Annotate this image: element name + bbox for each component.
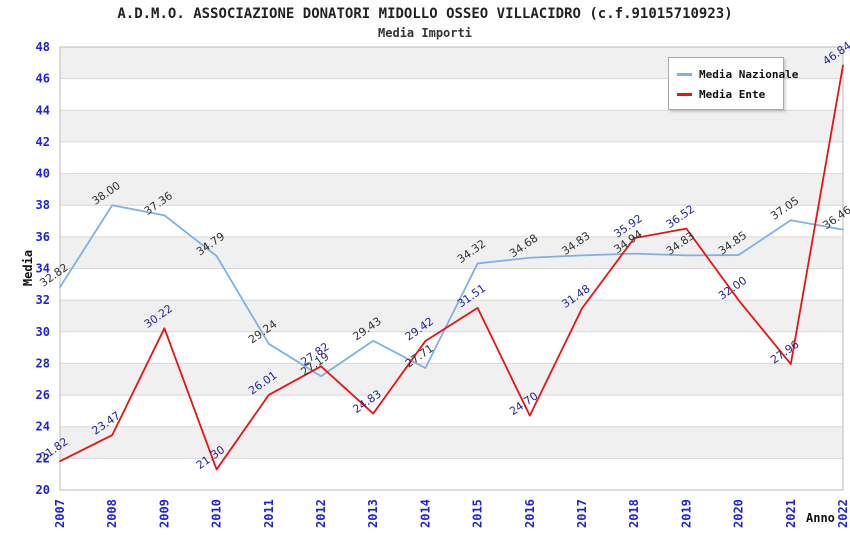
svg-text:2020: 2020: [732, 499, 746, 528]
svg-text:2010: 2010: [210, 499, 224, 528]
media-ente-line-swatch-icon: [677, 92, 692, 96]
x-axis-title: Anno: [806, 511, 835, 525]
svg-text:2018: 2018: [627, 499, 641, 528]
svg-text:2019: 2019: [679, 499, 693, 528]
svg-text:48: 48: [36, 40, 50, 54]
svg-text:2014: 2014: [418, 499, 432, 528]
svg-text:46: 46: [36, 72, 50, 86]
svg-text:38: 38: [36, 198, 50, 212]
legend: Media Nazionale Media Ente: [668, 57, 798, 110]
svg-text:2009: 2009: [157, 499, 171, 528]
svg-text:40: 40: [36, 167, 50, 181]
svg-text:30: 30: [36, 325, 50, 339]
svg-text:44: 44: [36, 103, 50, 117]
y-axis-title: Media: [21, 249, 35, 287]
svg-text:2012: 2012: [314, 499, 328, 528]
svg-text:28: 28: [36, 356, 50, 370]
legend-item-media-nazionale: Media Nazionale: [677, 64, 798, 84]
svg-text:2008: 2008: [105, 499, 119, 528]
svg-text:2013: 2013: [366, 499, 380, 528]
svg-text:2016: 2016: [523, 499, 537, 528]
svg-text:42: 42: [36, 135, 50, 149]
svg-text:2015: 2015: [471, 499, 485, 528]
svg-text:2007: 2007: [53, 499, 67, 528]
svg-text:24: 24: [36, 420, 50, 434]
svg-text:34: 34: [36, 262, 50, 276]
legend-label-media-ente: Media Ente: [699, 87, 766, 101]
legend-item-media-ente: Media Ente: [677, 84, 775, 104]
svg-text:2021: 2021: [784, 499, 798, 528]
svg-text:36: 36: [36, 230, 50, 244]
legend-label-media-nazionale: Media Nazionale: [699, 67, 799, 81]
svg-text:2011: 2011: [262, 499, 276, 528]
svg-text:22: 22: [36, 451, 50, 465]
chart-subtitle: Media Importi: [378, 26, 472, 40]
svg-text:32: 32: [36, 293, 50, 307]
chart-title: A.D.M.O. ASSOCIAZIONE DONATORI MIDOLLO O…: [117, 6, 733, 22]
svg-text:26: 26: [36, 388, 50, 402]
media-nazionale-line-swatch-icon: [677, 72, 692, 76]
svg-text:20: 20: [36, 483, 50, 497]
svg-text:2017: 2017: [575, 499, 589, 528]
svg-text:2022: 2022: [836, 499, 850, 528]
